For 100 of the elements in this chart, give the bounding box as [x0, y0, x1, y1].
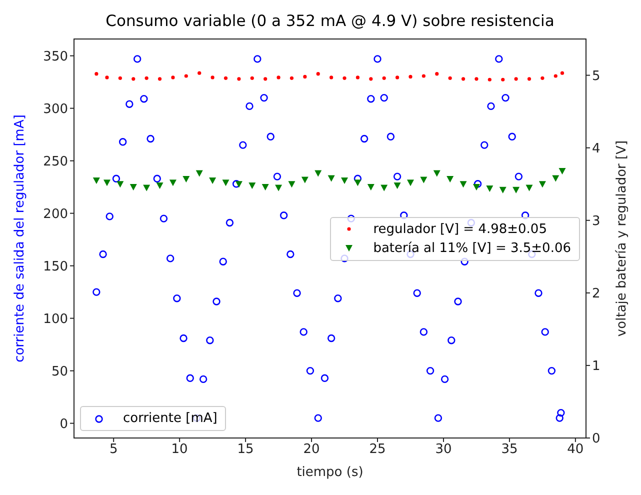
- point: [235, 181, 242, 188]
- point: [303, 74, 307, 79]
- point: [408, 74, 412, 79]
- point: [354, 180, 362, 186]
- point: [130, 184, 137, 190]
- point: [433, 170, 440, 177]
- point: [460, 181, 467, 188]
- point: [92, 177, 100, 184]
- point: [554, 74, 558, 78]
- x-tick-label: 15: [237, 442, 254, 458]
- point: [116, 181, 124, 188]
- y2-tick-label: 2: [592, 286, 600, 302]
- point: [196, 170, 203, 177]
- point: [474, 77, 478, 81]
- point: [540, 76, 544, 80]
- point: [143, 184, 150, 192]
- point: [367, 184, 374, 190]
- point: [552, 175, 560, 182]
- point: [356, 76, 360, 80]
- point: [420, 176, 428, 184]
- x-tick-label: 10: [171, 442, 188, 458]
- y2-tick-label: 5: [592, 68, 600, 84]
- point: [330, 76, 334, 80]
- point: [558, 168, 566, 175]
- point: [499, 186, 506, 194]
- point: [118, 76, 122, 80]
- legend-label: regulador [V] = 4.98±0.05: [373, 220, 547, 238]
- legend-label: batería al 11% [V] = 3.5±0.06: [373, 240, 571, 258]
- point: [406, 180, 414, 186]
- x-tick-label: 5: [109, 442, 118, 458]
- legend-label: corriente [mA]: [123, 410, 218, 428]
- y-axis-title: corriente de salida del regulador [mA]: [12, 114, 28, 362]
- y-tick-label: 50: [51, 364, 68, 380]
- point: [132, 77, 136, 81]
- point: [248, 182, 256, 190]
- point: [169, 180, 176, 186]
- point: [276, 76, 280, 80]
- point: [198, 71, 202, 75]
- point: [314, 170, 322, 177]
- point: [435, 72, 439, 76]
- point: [222, 180, 230, 186]
- y-tick-label: 100: [43, 312, 68, 327]
- point: [422, 74, 426, 78]
- point: [224, 76, 228, 80]
- point: [501, 78, 505, 82]
- x-tick-label: 20: [303, 442, 320, 458]
- point: [316, 72, 320, 76]
- y2-tick-label: 1: [592, 359, 600, 374]
- point: [527, 77, 532, 81]
- x-tick-label: 40: [567, 442, 584, 458]
- point: [262, 184, 269, 190]
- y2-tick-label: 3: [592, 214, 600, 229]
- x-tick-label: 35: [501, 442, 518, 458]
- point: [461, 77, 466, 81]
- point: [514, 77, 518, 81]
- point: [144, 76, 148, 80]
- y2-tick-label: 4: [592, 141, 600, 156]
- point: [382, 76, 386, 80]
- point: [341, 177, 348, 184]
- y-tick-label: 200: [43, 206, 68, 222]
- point: [472, 184, 480, 190]
- y-tick-label: 0: [60, 416, 68, 432]
- y2-axis-title: voltaje batería y regulador [V]: [614, 140, 630, 337]
- point: [105, 76, 109, 80]
- point: [171, 76, 175, 80]
- point: [184, 74, 188, 78]
- point: [237, 77, 241, 81]
- point: [526, 184, 533, 192]
- y-tick-label: 150: [43, 259, 68, 274]
- point: [288, 181, 296, 188]
- y-tick-label: 250: [43, 154, 68, 170]
- point: [250, 76, 254, 80]
- point: [275, 184, 282, 192]
- x-axis-title: tiempo (s): [296, 465, 364, 480]
- point: [290, 76, 294, 80]
- point: [560, 71, 564, 75]
- point: [156, 182, 164, 190]
- point: [380, 184, 388, 192]
- point: [94, 72, 98, 76]
- x-tick-label: 30: [435, 442, 452, 458]
- point: [210, 76, 214, 80]
- x-tick-label: 25: [369, 442, 386, 458]
- point: [158, 77, 162, 81]
- point: [394, 182, 401, 190]
- point: [512, 186, 520, 194]
- point: [264, 77, 268, 81]
- point: [448, 76, 452, 80]
- point: [328, 175, 335, 182]
- y2-tick-label: 0: [592, 432, 600, 447]
- point: [396, 76, 400, 80]
- point: [209, 177, 216, 184]
- point: [488, 78, 492, 82]
- chart-title: Consumo variable (0 a 352 mA @ 4.9 V) sobre resistencia: [104, 12, 556, 30]
- point: [369, 77, 373, 81]
- point: [342, 76, 346, 80]
- point: [486, 185, 494, 192]
- point: [103, 180, 110, 186]
- y-tick-label: 300: [43, 102, 68, 117]
- y-tick-label: 350: [43, 49, 68, 64]
- point: [538, 181, 546, 188]
